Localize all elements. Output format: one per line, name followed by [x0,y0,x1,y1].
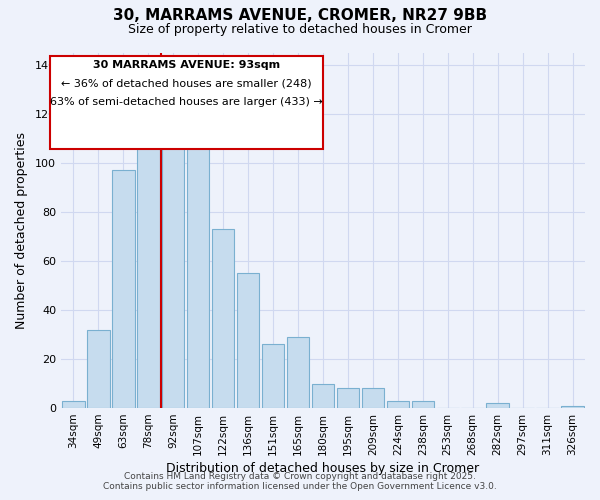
Bar [362,388,384,408]
Text: Contains HM Land Registry data © Crown copyright and database right 2025.
Contai: Contains HM Land Registry data © Crown c… [103,472,497,491]
Bar [312,384,334,408]
Text: 30 MARRAMS AVENUE: 93sqm: 30 MARRAMS AVENUE: 93sqm [93,60,280,70]
Bar [112,170,134,408]
Bar [386,400,409,408]
Bar [287,337,309,408]
Bar [87,330,110,408]
X-axis label: Distribution of detached houses by size in Cromer: Distribution of detached houses by size … [166,462,479,475]
Text: ← 36% of detached houses are smaller (248): ← 36% of detached houses are smaller (24… [61,78,312,88]
Text: 30, MARRAMS AVENUE, CROMER, NR27 9BB: 30, MARRAMS AVENUE, CROMER, NR27 9BB [113,8,487,22]
Text: 63% of semi-detached houses are larger (433) →: 63% of semi-detached houses are larger (… [50,97,323,107]
Bar [262,344,284,408]
Bar [62,400,85,408]
Y-axis label: Number of detached properties: Number of detached properties [15,132,28,329]
Bar [237,273,259,408]
Bar [212,229,235,408]
Bar [137,126,160,408]
Bar [412,400,434,408]
Bar [561,406,584,408]
Text: Size of property relative to detached houses in Cromer: Size of property relative to detached ho… [128,22,472,36]
Bar [187,138,209,408]
Bar [487,403,509,408]
Bar [337,388,359,408]
Bar [162,126,184,408]
